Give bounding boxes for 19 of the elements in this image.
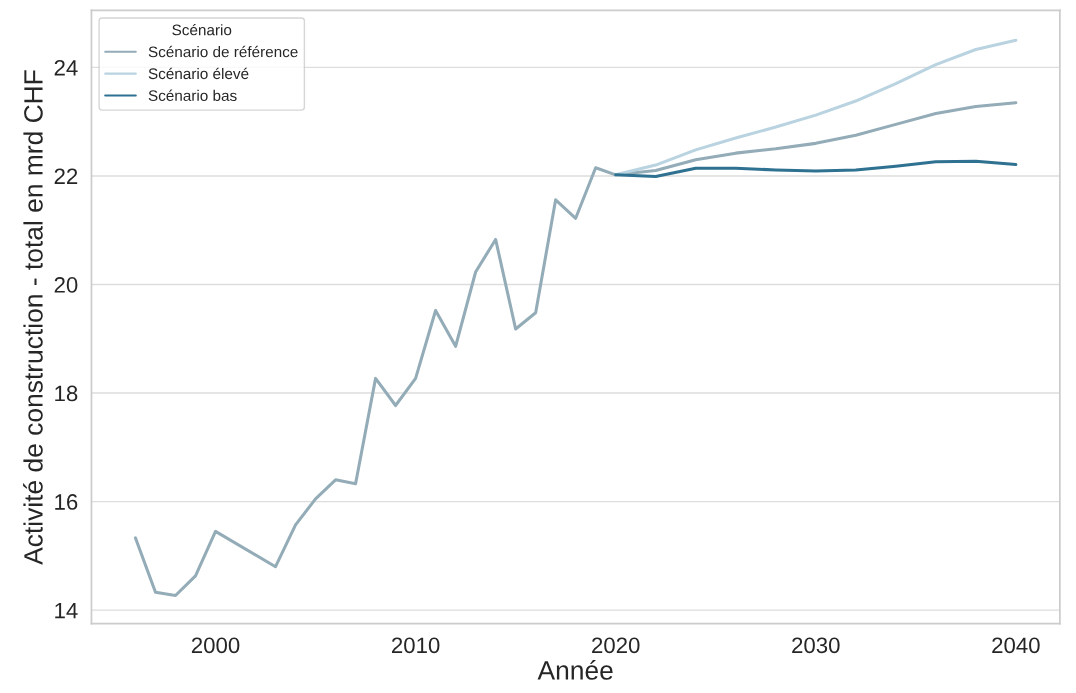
y-axis-title: Activité de construction - total en mrd CHF <box>23 70 43 565</box>
y-tick-label: 14 <box>55 602 78 619</box>
legend-label: Scénario bas <box>148 89 237 102</box>
line-series <box>614 159 1018 179</box>
x-tick-label: 2020 <box>592 637 640 654</box>
x-tick-label: 2010 <box>392 637 440 654</box>
x-axis-title: Année <box>537 660 613 680</box>
x-tick-label: 2000 <box>191 637 240 654</box>
legend-label: Scénario de référence <box>148 45 298 58</box>
x-tick-label: 2040 <box>992 637 1040 654</box>
legend-title: Scénario <box>172 23 232 36</box>
y-tick-label: 16 <box>55 494 78 510</box>
y-tick-label: 20 <box>54 277 78 293</box>
line-series <box>133 101 1018 598</box>
x-tick-label: 2030 <box>792 637 840 654</box>
y-tick-label: 24 <box>54 59 78 76</box>
legend-label: Scénario élevé <box>148 67 249 80</box>
y-tick-label: 18 <box>55 385 78 402</box>
y-tick-label: 22 <box>54 168 78 184</box>
